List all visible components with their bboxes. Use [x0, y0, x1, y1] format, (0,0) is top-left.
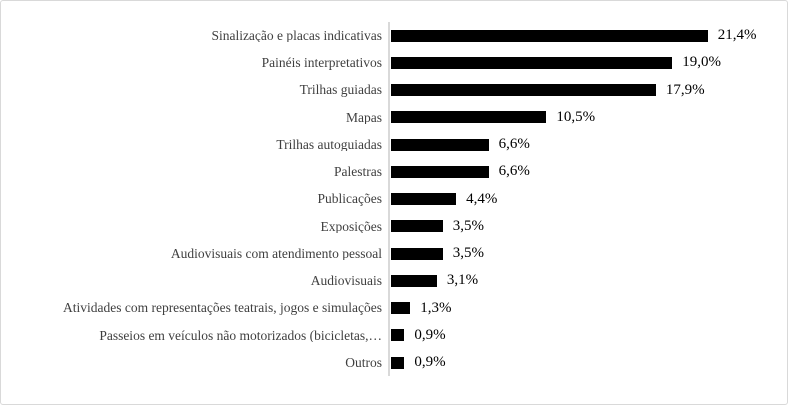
bar-cell: 3,5%: [388, 240, 485, 268]
bar-cell: 4,4%: [388, 185, 498, 213]
value-label: 17,9%: [665, 81, 705, 98]
category-label: Publicações: [317, 192, 382, 206]
bar: [391, 165, 489, 178]
chart-row: Audiovisuais com atendimento pessoal 3,5…: [11, 240, 756, 268]
chart-row: Trilhas guiadas 17,9%: [11, 76, 756, 104]
bar: [391, 302, 411, 315]
chart-row: Publicações 4,4%: [11, 185, 756, 213]
value-label: 3,5%: [452, 217, 485, 234]
category-label: Outros: [345, 355, 382, 370]
bar-cell: 3,5%: [388, 212, 485, 240]
value-label: 0,9%: [414, 354, 446, 371]
value-label: 3,1%: [446, 272, 479, 289]
bar-cell: 1,3%: [388, 294, 452, 322]
chart-plot-area: Sinalização e placas indicativas 21,4% P…: [11, 22, 757, 377]
bar: [391, 247, 443, 260]
bar: [391, 29, 708, 42]
chart-row: Palestras 6,6%: [11, 158, 756, 186]
chart-row: Atividades com representações teatrais, …: [11, 294, 756, 322]
bar: [391, 220, 443, 233]
value-label: 1,3%: [420, 299, 452, 316]
bar-cell: 6,6%: [388, 131, 530, 159]
bar: [391, 56, 673, 69]
category-label: Mapas: [346, 110, 382, 125]
chart-row: Mapas 10,5%: [11, 103, 756, 131]
category-label: Palestras: [334, 165, 382, 179]
chart-row: Audiovisuais 3,1%: [11, 267, 756, 295]
bar-cell: 10,5%: [388, 103, 596, 131]
category-label: Trilhas guiadas: [299, 83, 382, 97]
chart-row: Painéis interpretativos 19,0%: [11, 49, 756, 77]
chart-row: Sinalização e placas indicativas 21,4%: [11, 22, 757, 50]
value-label: 3,5%: [452, 245, 485, 262]
bar-cell: 21,4%: [388, 22, 757, 50]
category-label: Sinalização e placas indicativas: [211, 28, 382, 43]
category-label: Audiovisuais com atendimento pessoal: [170, 246, 382, 261]
category-label: Passeios em veículos não motorizados (bi…: [99, 328, 382, 343]
chart-row: Outros 0,9%: [11, 349, 756, 377]
value-label: 6,6%: [498, 163, 530, 180]
category-label: Painéis interpretativos: [261, 56, 382, 70]
bar: [391, 111, 547, 124]
bar-cell: 3,1%: [388, 267, 479, 295]
value-label: 10,5%: [556, 108, 596, 125]
bar-cell: 17,9%: [388, 76, 705, 104]
value-label: 21,4%: [717, 27, 757, 44]
chart-row: Passeios em veículos não motorizados (bi…: [11, 321, 756, 349]
chart-row: Exposições 3,5%: [11, 212, 756, 240]
category-label: Atividades com representações teatrais, …: [62, 301, 382, 315]
bar: [391, 329, 405, 342]
bar-cell: 0,9%: [388, 321, 446, 349]
bar-cell: 19,0%: [388, 49, 721, 77]
category-label: Exposições: [320, 219, 383, 234]
category-label: Trilhas autoguiadas: [276, 137, 382, 152]
value-label: 19,0%: [682, 54, 721, 71]
bar: [391, 274, 437, 287]
category-label: Audiovisuais: [310, 274, 382, 288]
value-label: 4,4%: [466, 190, 498, 207]
value-label: 6,6%: [498, 136, 530, 153]
bar-cell: 0,9%: [388, 349, 446, 377]
bar: [391, 84, 656, 97]
bar: [391, 193, 457, 206]
value-label: 0,9%: [414, 326, 446, 343]
bar-cell: 6,6%: [388, 158, 530, 186]
bar: [391, 138, 489, 151]
bar: [391, 356, 405, 369]
chart-row: Trilhas autoguiadas 6,6%: [11, 131, 756, 159]
